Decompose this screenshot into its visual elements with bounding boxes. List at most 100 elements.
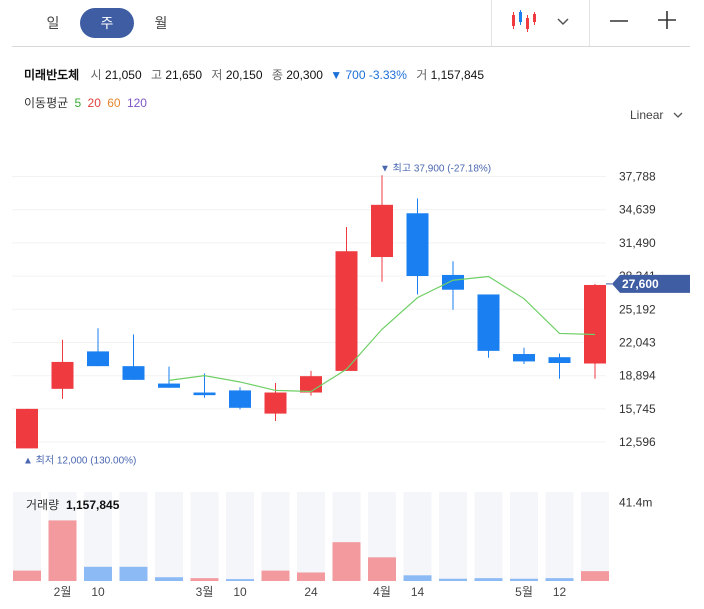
volume-column-bg (190, 492, 219, 581)
candle-body (513, 354, 535, 362)
volume-label: 거 (416, 68, 428, 82)
top-toolbar: 일 주 월 (0, 0, 704, 46)
volume-column-bg (84, 492, 112, 581)
low-annotation: ▲ 최저 12,000 (130.00%) (23, 454, 136, 466)
volume-bar (474, 578, 503, 581)
volume-panel-label: 거래량 (26, 498, 59, 512)
zoom-in-icon[interactable] (657, 10, 677, 35)
volume-bar (297, 572, 325, 581)
x-tick-label: 5월 (515, 585, 533, 599)
candle-body (406, 213, 429, 277)
volume-bar (48, 520, 77, 581)
ma-5: 5 (74, 96, 82, 110)
high-annotation: ▼ 최고 37,900 (-27.18%) (380, 162, 491, 174)
price-change: ▼ 700 -3.33% (330, 68, 407, 82)
toolbar-separator (491, 0, 492, 46)
volume-column-bg (545, 492, 574, 581)
candle-body (158, 383, 180, 388)
x-tick-label: 12 (553, 585, 567, 599)
volume-column-bg (119, 492, 148, 581)
volume-panel-value: 1,157,845 (66, 498, 120, 512)
scale-label: Linear (630, 108, 664, 122)
stock-summary: 미래반도체 시 21,050 고 21,650 저 20,150 종 20,30… (24, 66, 488, 83)
volume-bar (13, 570, 41, 581)
candle-body (335, 251, 358, 371)
volume-column-bg (261, 492, 290, 581)
volume-column-bg (48, 492, 77, 581)
low-price: 20,150 (225, 68, 263, 82)
zoom-out-icon[interactable] (609, 12, 629, 37)
current-price-label: 27,600 (622, 277, 659, 291)
candle-body (229, 390, 251, 408)
volume-bar (190, 578, 219, 581)
ma-20: 20 (87, 96, 101, 110)
x-tick-label: 3월 (196, 585, 214, 599)
tab-monthly[interactable]: 월 (154, 15, 168, 31)
toolbar-divider (12, 46, 690, 47)
candle-body (477, 294, 500, 351)
volume-value: 1,157,845 (430, 68, 485, 82)
x-tick-label: 10 (91, 585, 105, 599)
volume-column-bg (13, 492, 41, 581)
current-price-tag (612, 274, 690, 293)
chart-type-candle-icon[interactable] (510, 9, 538, 38)
tab-daily[interactable]: 일 (46, 15, 60, 31)
x-tick-label: 4월 (373, 585, 391, 599)
tab-weekly[interactable]: 주 (80, 8, 134, 38)
scale-selector[interactable]: Linear (630, 108, 683, 122)
candle-body (87, 351, 109, 367)
y-tick-label: 31,490 (619, 236, 656, 250)
chevron-down-icon (673, 112, 683, 119)
candle-body (193, 392, 216, 396)
volume-column-bg (226, 492, 254, 581)
volume-bar (439, 578, 467, 581)
ma5-line (168, 275, 596, 393)
ma-120: 120 (126, 96, 147, 110)
volume-column-bg (332, 492, 361, 581)
close-price: 20,300 (286, 68, 323, 82)
candle-body (16, 408, 38, 449)
x-tick-label: 14 (411, 585, 425, 599)
volume-column-bg (368, 492, 396, 581)
high-label: 고 (150, 68, 163, 82)
volume-bar (155, 577, 183, 581)
volume-column-bg (581, 492, 609, 581)
volume-column-bg (474, 492, 503, 581)
candle-body (264, 392, 287, 414)
volume-bar (332, 542, 361, 581)
y-tick-label: 37,788 (619, 169, 656, 183)
open-price: 21,050 (104, 68, 142, 82)
close-label: 종 (271, 68, 283, 82)
chevron-down-icon[interactable] (557, 13, 569, 31)
x-tick-label: 24 (304, 585, 318, 599)
volume-bar (119, 566, 148, 581)
x-tick-label: 2월 (54, 585, 72, 599)
ma-60: 60 (107, 96, 121, 110)
volume-tick-label: 41.4m (619, 496, 652, 510)
open-label: 시 (90, 68, 102, 82)
candle-body (548, 357, 571, 363)
y-tick-label: 28,341 (619, 269, 656, 283)
candle-body (584, 284, 606, 364)
y-tick-label: 12,596 (619, 435, 656, 449)
x-tick-label: 10 (233, 585, 247, 599)
volume-column-bg (510, 492, 538, 581)
ma-label: 이동평균 (24, 96, 69, 110)
toolbar-separator (589, 0, 590, 46)
volume-column-bg (297, 492, 325, 581)
y-tick-label: 25,192 (619, 302, 656, 316)
volume-bar (510, 578, 538, 581)
candle-body (51, 361, 74, 389)
volume-bar (84, 566, 112, 581)
volume-bar (226, 579, 254, 581)
volume-bar (581, 571, 609, 581)
y-tick-label: 18,894 (619, 369, 656, 383)
volume-bar (545, 578, 574, 581)
high-price: 21,650 (165, 68, 203, 82)
low-label: 저 (211, 68, 223, 82)
volume-column-bg (155, 492, 183, 581)
candle-body (300, 376, 322, 393)
moving-average-legend[interactable]: 이동평균 5 20 60 120 (24, 94, 150, 111)
candle-body (371, 204, 393, 258)
